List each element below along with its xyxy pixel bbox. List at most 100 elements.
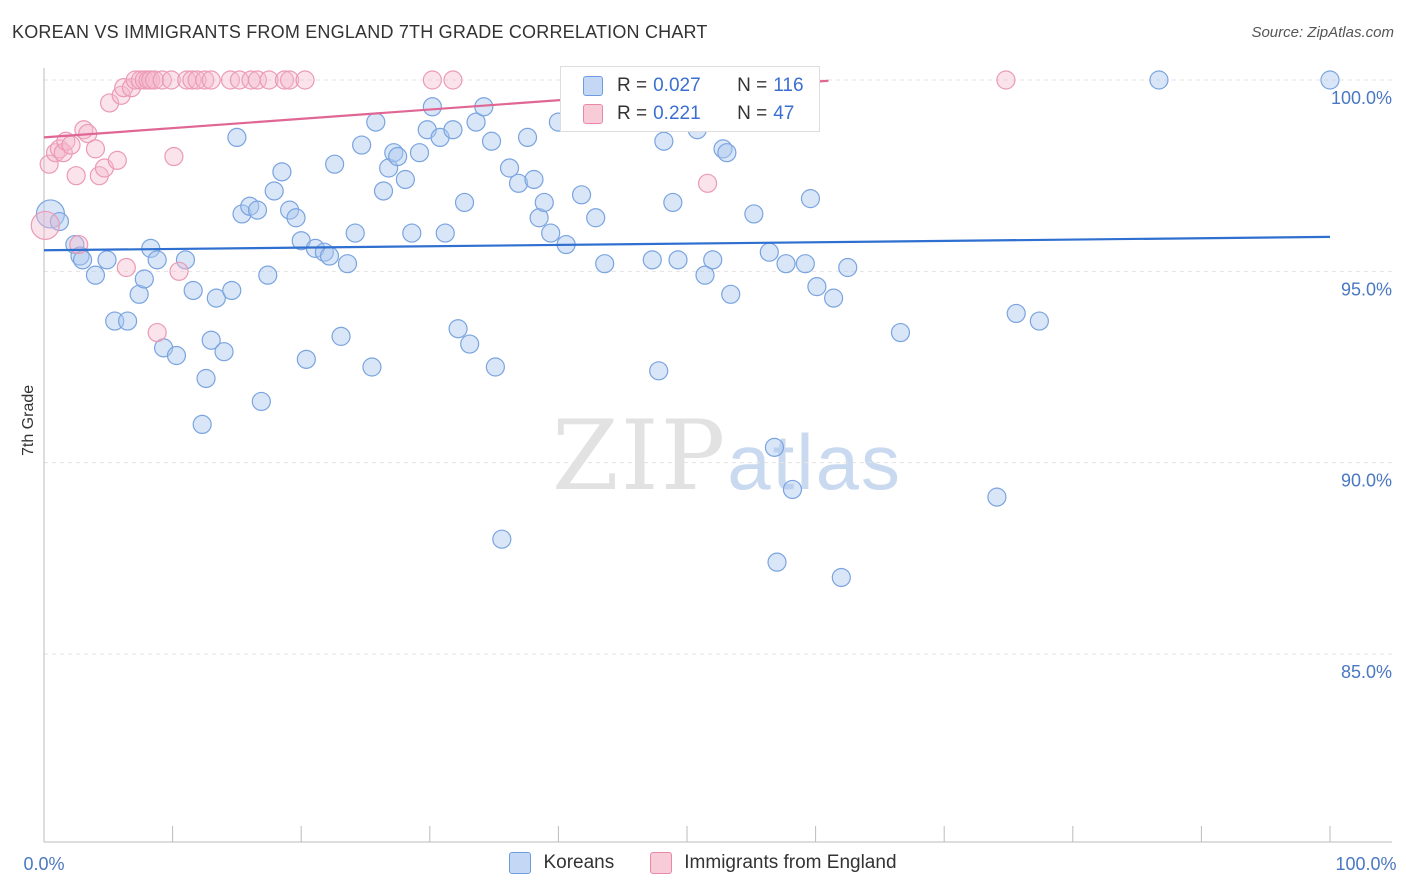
england-point <box>144 70 165 90</box>
england-point <box>697 173 718 193</box>
england-point <box>66 166 86 186</box>
series-legend: Koreans Immigrants from England <box>0 852 1406 874</box>
x-tick-label-start: 0.0% <box>23 854 64 874</box>
x-tick-label-end: 100.0% <box>1335 854 1396 874</box>
korean-point <box>366 112 386 132</box>
korean-point <box>227 127 247 147</box>
korean-point <box>987 487 1007 507</box>
england-point <box>195 70 215 90</box>
korean-point <box>384 143 404 163</box>
korean-point <box>331 326 351 346</box>
england-point <box>30 210 60 241</box>
korean-point <box>460 334 480 354</box>
korean-point <box>402 223 422 243</box>
england-point <box>187 70 207 90</box>
korean-point <box>492 529 512 549</box>
legend-swatch-koreans <box>583 76 603 96</box>
korean-point <box>85 265 106 285</box>
korean-point <box>759 242 779 262</box>
korean-point <box>117 311 138 331</box>
korean-point <box>1320 70 1340 90</box>
korean-point <box>654 131 674 151</box>
korean-point <box>352 135 372 155</box>
stats-legend: R = 0.027 N = 116 R = 0.221 N = 47 <box>560 66 820 132</box>
england-point <box>169 261 189 281</box>
england-point <box>61 135 81 155</box>
korean-point <box>286 208 306 228</box>
england-point <box>259 70 279 90</box>
korean-point <box>663 192 683 213</box>
korean-point <box>175 250 196 270</box>
legend-label-koreans: Koreans <box>543 852 615 873</box>
chart-title: KOREAN VS IMMIGRANTS FROM ENGLAND 7TH GR… <box>12 22 708 42</box>
korean-point <box>264 181 284 201</box>
korean-point <box>222 280 242 301</box>
watermark-atlas: atlas <box>727 418 902 506</box>
legend-r-value: 0.221 <box>653 103 701 124</box>
korean-point <box>345 223 365 243</box>
korean-point <box>409 143 430 163</box>
korean-point <box>642 250 662 270</box>
korean-point <box>524 169 544 190</box>
korean-point <box>319 246 340 266</box>
korean-point <box>280 200 300 220</box>
england-point <box>99 93 120 113</box>
legend-n-label: N = <box>737 75 768 96</box>
england-point <box>49 139 70 159</box>
korean-point <box>795 254 815 274</box>
korean-point <box>337 254 358 274</box>
korean-point <box>395 169 415 190</box>
legend-r-value: 0.027 <box>653 75 701 96</box>
legend-row-koreans: R = 0.027 N = 116 <box>583 71 804 101</box>
legend-label-england: Immigrants from England <box>684 852 897 873</box>
korean-point <box>206 288 226 308</box>
korean-trend-line <box>43 235 1331 252</box>
england-point <box>111 85 131 105</box>
y-tick-label: 95.0% <box>1341 279 1392 299</box>
korean-point <box>49 211 70 232</box>
korean-point <box>517 127 538 147</box>
england-point <box>422 70 442 90</box>
england-point <box>280 70 300 90</box>
england-point <box>161 70 181 90</box>
korean-point <box>890 322 911 343</box>
korean-point <box>192 414 212 434</box>
england-point <box>274 70 295 90</box>
korean-point <box>134 269 154 289</box>
watermark-zip: ZIP <box>552 400 728 512</box>
legend-item-koreans[interactable]: Koreans <box>509 852 614 874</box>
y-tick-label: 90.0% <box>1341 471 1392 491</box>
korean-point <box>362 357 382 377</box>
korean-point <box>695 265 715 285</box>
watermark: ZIPatlas <box>552 400 902 512</box>
korean-point <box>422 97 442 117</box>
korean-point <box>247 200 268 220</box>
korean-point <box>232 204 252 224</box>
legend-swatch-england <box>650 852 673 874</box>
korean-point <box>272 162 292 182</box>
korean-point <box>129 284 149 304</box>
korean-point <box>717 143 737 163</box>
legend-item-england[interactable]: Immigrants from England <box>650 852 897 874</box>
korean-point <box>1006 303 1026 324</box>
korean-point <box>838 257 858 278</box>
korean-point <box>776 254 796 274</box>
korean-point <box>541 223 561 243</box>
korean-point <box>721 284 741 304</box>
korean-point <box>258 265 278 285</box>
legend-swatch-england <box>583 104 603 124</box>
korean-point <box>703 250 723 270</box>
legend-swatch-koreans <box>509 852 532 874</box>
korean-point <box>807 277 827 297</box>
england-point <box>114 78 134 98</box>
korean-point <box>325 154 345 174</box>
korean-point <box>373 181 394 201</box>
korean-point <box>595 254 615 274</box>
korean-point <box>251 391 271 412</box>
korean-point <box>448 319 468 339</box>
legend-row-england: R = 0.221 N = 47 <box>583 99 794 129</box>
legend-n-label: N = <box>737 103 768 124</box>
korean-point <box>1149 70 1169 90</box>
korean-point <box>147 250 167 270</box>
england-point <box>201 70 221 90</box>
